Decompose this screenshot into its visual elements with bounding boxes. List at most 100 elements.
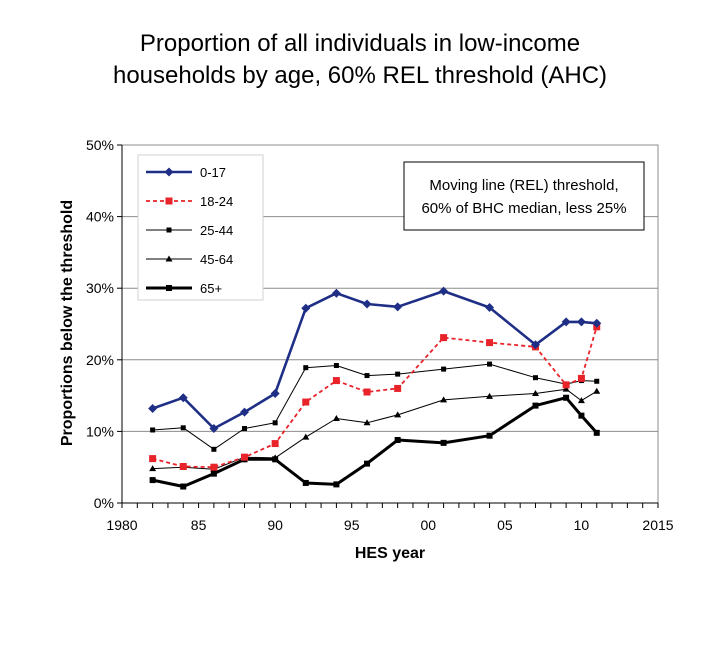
chart-title-line-2: households by age, 60% REL threshold (AH… [112, 62, 608, 89]
legend-label: 25-44 [200, 223, 233, 238]
data-point-45-64 [149, 465, 157, 472]
data-point-65+ [364, 460, 371, 467]
data-point-65+ [210, 470, 217, 477]
data-point-18-24 [271, 440, 279, 448]
data-point-0-17 [530, 340, 540, 350]
threshold-note: Moving line (REL) threshold, 60% of BHC … [403, 161, 645, 231]
data-point-25-44 [532, 375, 538, 381]
threshold-note-line-1: Moving line (REL) threshold, [429, 177, 618, 194]
data-point-45-64 [440, 396, 448, 403]
data-point-65+ [578, 412, 585, 419]
data-point-45-64 [577, 397, 585, 404]
y-axis-title: Proportions below the threshold [59, 200, 76, 446]
data-point-45-64 [363, 419, 371, 426]
data-point-25-44 [180, 425, 186, 431]
data-point-18-24 [332, 377, 340, 385]
data-point-0-17 [592, 318, 602, 328]
data-point-0-17 [148, 403, 158, 413]
x-tick-label: 90 [267, 517, 283, 533]
legend-item-18-24: 18-24 [146, 194, 233, 209]
x-tick-label: 1980 [106, 517, 137, 533]
data-point-18-24 [363, 388, 371, 396]
legend-box [137, 154, 264, 301]
x-tick-label: 00 [420, 517, 436, 533]
data-point-25-44 [441, 366, 447, 372]
x-tick-label: 85 [191, 517, 207, 533]
data-point-65+ [532, 402, 539, 409]
data-point-0-17 [178, 393, 188, 403]
series-65+ [149, 394, 600, 490]
data-point-25-44 [303, 365, 309, 371]
data-point-0-17 [362, 299, 372, 309]
data-point-18-24 [562, 381, 570, 389]
data-point-0-17 [209, 424, 219, 434]
x-tick-label: 05 [497, 517, 513, 533]
data-point-65+ [302, 479, 309, 486]
data-point-65+ [440, 439, 447, 446]
x-tick-label: 10 [574, 517, 590, 533]
data-point-0-17 [270, 388, 280, 398]
data-point-0-17 [576, 317, 586, 327]
data-point-18-24 [440, 334, 448, 342]
data-point-65+ [593, 429, 600, 436]
data-point-0-17 [439, 286, 449, 296]
legend-swatch-marker [165, 255, 173, 262]
legend-item-45-64: 45-64 [146, 252, 233, 267]
x-tick-label: 95 [344, 517, 360, 533]
data-point-65+ [563, 394, 570, 401]
data-point-0-17 [240, 407, 250, 417]
data-point-65+ [149, 477, 156, 484]
series-0-17 [148, 286, 602, 434]
data-point-25-44 [150, 427, 156, 433]
data-point-65+ [272, 456, 279, 463]
data-point-18-24 [179, 462, 187, 470]
legend-swatch-marker [166, 285, 172, 291]
axes: 0% 10% 20% 30% 40% 50% 1980 85 90 95 00 05 10 2015 [86, 137, 674, 533]
series-line-25-44 [152, 363, 597, 450]
data-point-18-24 [486, 339, 494, 347]
data-point-18-24 [210, 463, 218, 471]
threshold-note-box [403, 161, 645, 231]
legend-swatch-marker [166, 227, 172, 233]
legend-item-25-44: 25-44 [146, 223, 233, 238]
chart-title-line-1: Proportion of all individuals in low-inc… [139, 30, 581, 57]
data-point-0-17 [301, 303, 311, 313]
data-point-65+ [486, 432, 493, 439]
data-point-65+ [394, 436, 401, 443]
data-point-45-64 [562, 385, 570, 392]
legend-swatch-marker [165, 197, 173, 205]
data-point-0-17 [561, 317, 571, 327]
x-axis-title: HES year [355, 545, 425, 562]
data-point-65+ [333, 481, 340, 488]
y-tick-label: 10% [86, 423, 114, 439]
x-tick-label: 2015 [642, 517, 673, 533]
data-point-0-17 [393, 302, 403, 312]
data-point-0-17 [485, 303, 495, 313]
legend-label: 18-24 [200, 194, 233, 209]
data-point-25-44 [242, 426, 248, 432]
y-tick-label: 0% [94, 495, 114, 511]
data-point-45-64 [593, 387, 601, 394]
data-point-45-64 [302, 433, 310, 440]
y-tick-label: 30% [86, 280, 114, 296]
data-point-18-24 [241, 453, 249, 461]
series-line-65+ [152, 396, 598, 488]
data-point-0-17 [331, 288, 341, 298]
series-line-18-24 [152, 326, 598, 469]
data-point-65+ [180, 483, 187, 490]
data-point-25-44 [333, 363, 339, 369]
data-point-25-44 [594, 378, 600, 384]
legend-item-65+: 65+ [146, 281, 222, 296]
data-point-25-44 [364, 373, 370, 379]
series-lines [148, 286, 602, 490]
data-point-45-64 [332, 415, 340, 422]
legend-label: 65+ [200, 281, 222, 296]
legend-label: 45-64 [200, 252, 233, 267]
legend-item-0-17: 0-17 [146, 165, 226, 180]
data-point-45-64 [394, 411, 402, 418]
data-point-25-44 [487, 361, 493, 367]
data-point-25-44 [211, 446, 217, 452]
y-tick-label: 20% [86, 352, 114, 368]
legend: 0-17 18-24 25-44 45-64 65+ [137, 154, 264, 301]
